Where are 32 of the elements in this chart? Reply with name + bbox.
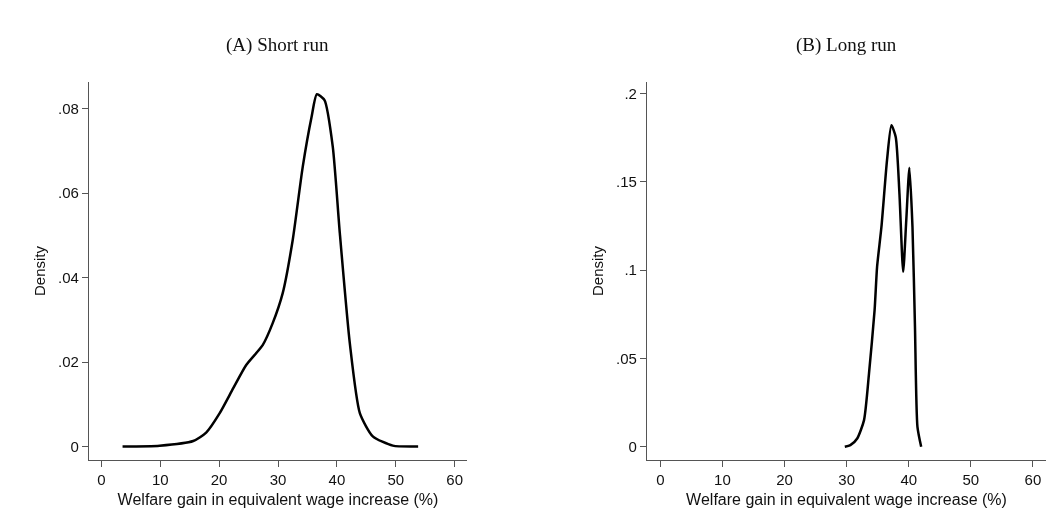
x-tick-label: 40 [328,471,346,489]
y-tick-label: .1 [624,261,637,279]
y-tick-label: .15 [616,173,637,191]
y-tick-label: .08 [58,99,79,117]
chart-title: (A) Short run [226,34,329,56]
x-tick-label: 30 [838,471,855,489]
x-tick-label: 50 [962,471,980,489]
line-series [121,93,420,448]
y-tick-label: 0 [628,438,637,456]
x-tick-label: 20 [776,471,793,489]
x-tick-label: 0 [97,471,106,489]
y-tick-label: .05 [616,349,637,367]
line-series [843,124,923,449]
x-tick-label: 20 [210,471,228,489]
chart-title: (B) Long run [796,34,897,56]
y-tick-label: .04 [58,268,79,286]
x-tick-label: 40 [900,471,918,489]
x-tick-label: 0 [656,471,665,489]
y-tick-label: .2 [624,84,637,102]
x-axis-title: Welfare gain in equivalent wage increase (%) [117,490,439,508]
x-tick-label: 10 [714,471,731,489]
x-tick-label: 60 [1024,471,1042,489]
x-tick-label: 10 [151,471,169,489]
y-axis-title: Density [589,245,607,297]
x-tick-label: 50 [387,471,405,489]
x-axis-title: Welfare gain in equivalent wage increase (%) [686,490,1007,508]
y-tick-label: .02 [58,353,79,371]
x-tick-label: 30 [269,471,287,489]
y-axis-title: Density [31,245,49,297]
y-tick-label: .06 [58,184,79,202]
y-tick-label: 0 [70,437,79,455]
x-tick-label: 60 [446,471,463,489]
